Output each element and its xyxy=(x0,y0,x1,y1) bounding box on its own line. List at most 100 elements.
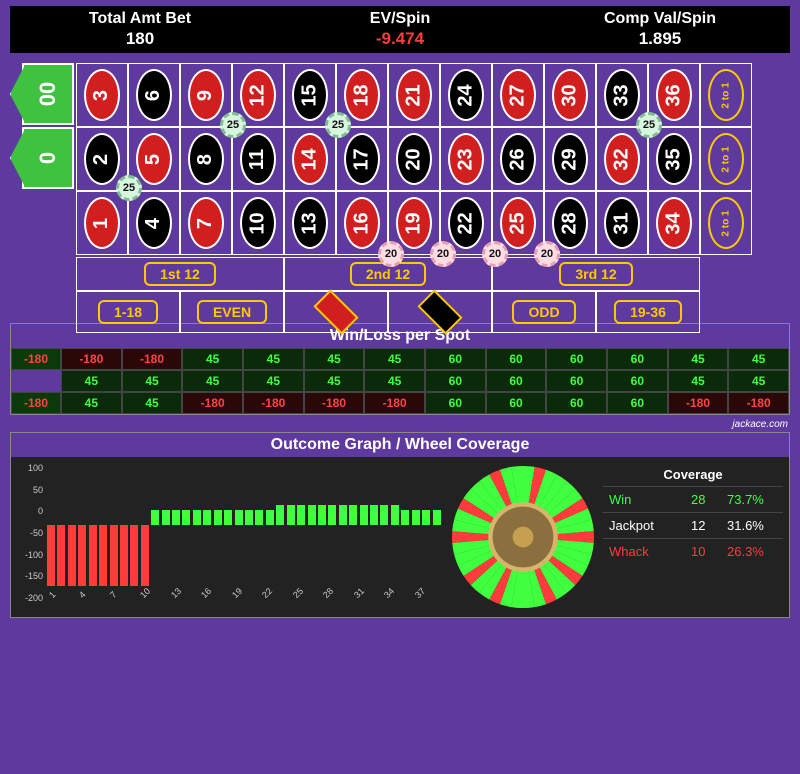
wl-cell: 60 xyxy=(486,348,547,370)
wl-cell: 45 xyxy=(61,392,122,414)
column-bet-0[interactable]: 2 to 1 xyxy=(700,63,752,127)
wl-cell: 45 xyxy=(364,348,425,370)
cell-1[interactable]: 1 xyxy=(76,191,128,255)
outside-3[interactable] xyxy=(388,291,492,333)
wl-zero-00: -180 xyxy=(11,348,61,370)
total-bet-value: 180 xyxy=(10,29,270,49)
chip-0[interactable]: 25 xyxy=(116,175,142,201)
ev-value: -9.474 xyxy=(270,29,530,49)
wl-zero-0: -180 xyxy=(11,392,61,414)
chip-5[interactable]: 20 xyxy=(430,241,456,267)
cell-8[interactable]: 8 xyxy=(180,127,232,191)
chip-2[interactable]: 25 xyxy=(325,112,351,138)
chip-7[interactable]: 20 xyxy=(534,241,560,267)
cell-24[interactable]: 24 xyxy=(440,63,492,127)
winloss-panel: Win/Loss per Spot -180-180-1804545454560… xyxy=(10,323,790,415)
wl-cell: 45 xyxy=(668,348,729,370)
cell-13[interactable]: 13 xyxy=(284,191,336,255)
cell-6[interactable]: 6 xyxy=(128,63,180,127)
cell-21[interactable]: 21 xyxy=(388,63,440,127)
outcome-panel: Outcome Graph / Wheel Coverage 100500-50… xyxy=(10,432,790,618)
cell-32[interactable]: 32 xyxy=(596,127,648,191)
wl-cell: 60 xyxy=(546,348,607,370)
stats-bar: Total Amt Bet180 EV/Spin-9.474 Comp Val/… xyxy=(10,6,790,53)
outside-4[interactable]: ODD xyxy=(492,291,596,333)
wl-cell: 45 xyxy=(728,370,789,392)
wl-cell: -180 xyxy=(122,348,183,370)
wl-cell: -180 xyxy=(182,392,243,414)
dozen-2[interactable]: 3rd 12 xyxy=(492,257,700,291)
wl-cell: -180 xyxy=(304,392,365,414)
total-bet-label: Total Amt Bet xyxy=(10,10,270,28)
outside-1[interactable]: EVEN xyxy=(180,291,284,333)
cell-7[interactable]: 7 xyxy=(180,191,232,255)
wl-cell: -180 xyxy=(668,392,729,414)
wl-cell: 60 xyxy=(607,392,668,414)
wl-cell: 60 xyxy=(607,348,668,370)
cell-27[interactable]: 27 xyxy=(492,63,544,127)
column-bet-2[interactable]: 2 to 1 xyxy=(700,191,752,255)
zero-0[interactable]: 0 xyxy=(22,127,74,189)
coverage-row: Whack1026.3% xyxy=(603,538,783,564)
wl-cell: 45 xyxy=(304,348,365,370)
chip-4[interactable]: 20 xyxy=(378,241,404,267)
wl-cell: -180 xyxy=(364,392,425,414)
cell-10[interactable]: 10 xyxy=(232,191,284,255)
cell-30[interactable]: 30 xyxy=(544,63,596,127)
outcome-title: Outcome Graph / Wheel Coverage xyxy=(11,433,789,457)
wl-cell: 45 xyxy=(243,370,304,392)
column-bet-1[interactable]: 2 to 1 xyxy=(700,127,752,191)
wl-cell: 45 xyxy=(61,370,122,392)
wheel-coverage xyxy=(449,463,597,611)
coverage-table: Coverage Win2873.7%Jackpot1231.6%Whack10… xyxy=(603,463,783,611)
zero-00[interactable]: 00 xyxy=(22,63,74,125)
attribution: jackace.com xyxy=(12,419,788,430)
coverage-row: Win2873.7% xyxy=(603,486,783,512)
wl-cell: 60 xyxy=(425,392,486,414)
cell-20[interactable]: 20 xyxy=(388,127,440,191)
cell-3[interactable]: 3 xyxy=(76,63,128,127)
wl-cell: 45 xyxy=(304,370,365,392)
wl-cell: 45 xyxy=(122,392,183,414)
wl-cell: -180 xyxy=(61,348,122,370)
comp-label: Comp Val/Spin xyxy=(530,10,790,28)
wl-cell: 45 xyxy=(668,370,729,392)
coverage-row: Jackpot1231.6% xyxy=(603,512,783,538)
outside-0[interactable]: 1-18 xyxy=(76,291,180,333)
cell-31[interactable]: 31 xyxy=(596,191,648,255)
wl-cell: 45 xyxy=(182,348,243,370)
wl-cell: 45 xyxy=(243,348,304,370)
coverage-title: Coverage xyxy=(603,463,783,486)
wl-cell: 60 xyxy=(607,370,668,392)
wl-cell: 45 xyxy=(182,370,243,392)
wl-cell: 45 xyxy=(122,370,183,392)
cell-29[interactable]: 29 xyxy=(544,127,596,191)
wl-cell: -180 xyxy=(728,392,789,414)
outside-2[interactable] xyxy=(284,291,388,333)
wl-cell: 60 xyxy=(425,348,486,370)
wl-cell: 45 xyxy=(728,348,789,370)
ev-label: EV/Spin xyxy=(270,10,530,28)
cell-26[interactable]: 26 xyxy=(492,127,544,191)
outside-5[interactable]: 19-36 xyxy=(596,291,700,333)
cell-23[interactable]: 23 xyxy=(440,127,492,191)
wl-cell: 60 xyxy=(486,370,547,392)
roulette-table: 000 369121518212427303336258111417202326… xyxy=(10,57,790,317)
comp-value: 1.895 xyxy=(530,29,790,49)
outcome-graph: 100500-50-100-150-200 147101316192225283… xyxy=(17,463,443,611)
chip-1[interactable]: 25 xyxy=(220,112,246,138)
cell-4[interactable]: 4 xyxy=(128,191,180,255)
wl-cell: 60 xyxy=(486,392,547,414)
dozen-0[interactable]: 1st 12 xyxy=(76,257,284,291)
cell-34[interactable]: 34 xyxy=(648,191,700,255)
wl-cell: 45 xyxy=(364,370,425,392)
cell-11[interactable]: 11 xyxy=(232,127,284,191)
wl-cell: 60 xyxy=(546,370,607,392)
cell-35[interactable]: 35 xyxy=(648,127,700,191)
cell-14[interactable]: 14 xyxy=(284,127,336,191)
wl-cell: 60 xyxy=(546,392,607,414)
chip-3[interactable]: 25 xyxy=(636,112,662,138)
wl-cell: 60 xyxy=(425,370,486,392)
wl-cell: -180 xyxy=(243,392,304,414)
chip-6[interactable]: 20 xyxy=(482,241,508,267)
